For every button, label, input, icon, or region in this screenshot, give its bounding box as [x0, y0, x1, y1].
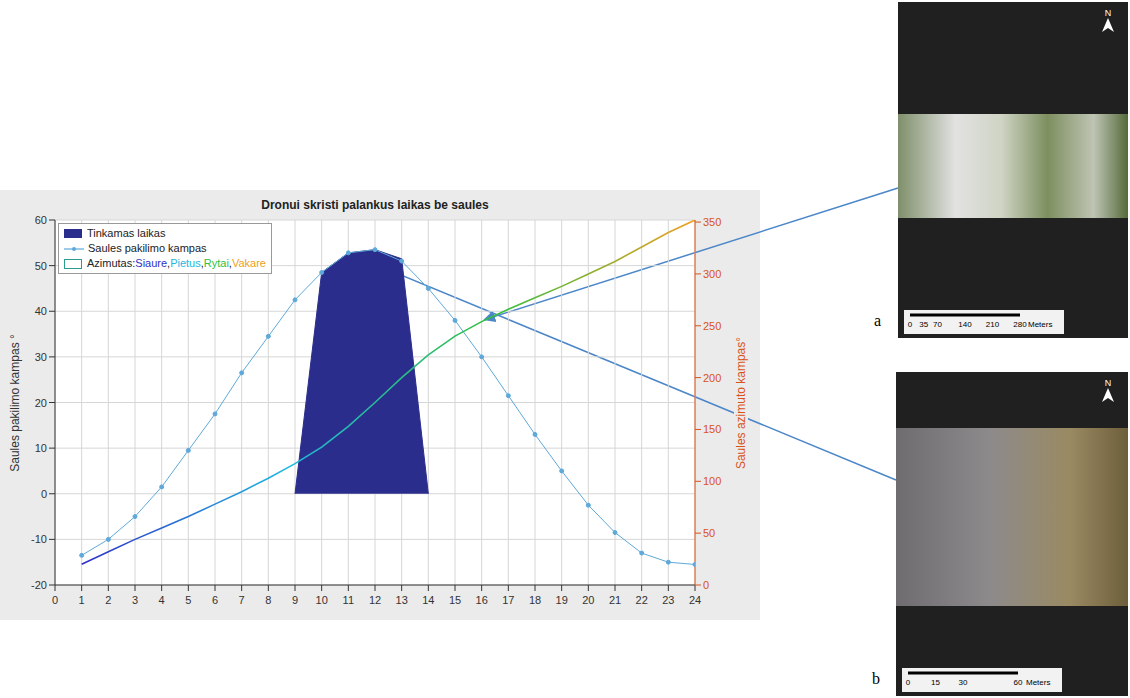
svg-text:9: 9 — [292, 594, 298, 606]
svg-text:17: 17 — [502, 594, 514, 606]
svg-text:35: 35 — [919, 320, 928, 329]
svg-text:4: 4 — [159, 594, 165, 606]
svg-text:5: 5 — [185, 594, 191, 606]
svg-text:70: 70 — [933, 320, 942, 329]
svg-text:0: 0 — [41, 488, 47, 500]
svg-text:6: 6 — [212, 594, 218, 606]
html-text:b: b — [872, 670, 880, 687]
svg-text:8: 8 — [265, 594, 271, 606]
html-text:Dronui skristi palankus laikas: Dronui skristi palankus laikas be saules — [261, 198, 489, 212]
svg-text:19: 19 — [556, 594, 568, 606]
svg-text:0: 0 — [908, 320, 913, 329]
svg-text:11: 11 — [343, 594, 354, 606]
html-text:Tinkamas laikas: Tinkamas laikas — [87, 227, 166, 239]
svg-text:-20: -20 — [31, 579, 47, 591]
svg-text:50: 50 — [703, 527, 715, 539]
svg-text:3: 3 — [132, 594, 138, 606]
svg-text:20: 20 — [582, 594, 594, 606]
svg-text:0: 0 — [703, 579, 709, 591]
svg-text:2: 2 — [105, 594, 111, 606]
svg-text:350: 350 — [703, 216, 721, 228]
svg-text:16: 16 — [476, 594, 488, 606]
svg-text:Meters: Meters — [1028, 320, 1052, 329]
svg-text:60: 60 — [35, 214, 47, 226]
svg-text:7: 7 — [239, 594, 245, 606]
svg-text:20: 20 — [35, 397, 47, 409]
svg-text:Meters: Meters — [1026, 678, 1050, 687]
svg-text:280: 280 — [1013, 320, 1027, 329]
svg-text:210: 210 — [986, 320, 1000, 329]
svg-text:140: 140 — [958, 320, 972, 329]
html-text:Saules azimuto kampas°: Saules azimuto kampas° — [734, 336, 748, 469]
svg-text:30: 30 — [35, 351, 47, 363]
html-text:N: N — [1104, 378, 1112, 388]
svg-text:150: 150 — [703, 423, 721, 435]
svg-text:60: 60 — [1014, 678, 1023, 687]
html-text:Azimutas: Siaure, Pietus, Ryta: Azimutas: Siaure, Pietus, Rytai, Vakare — [87, 257, 266, 269]
svg-text:12: 12 — [369, 594, 381, 606]
svg-text:300: 300 — [703, 268, 721, 280]
html-text:Saules pakilimo kampas: Saules pakilimo kampas — [88, 242, 207, 254]
svg-text:10: 10 — [316, 594, 328, 606]
svg-text:30: 30 — [959, 678, 968, 687]
html-text:a: a — [874, 312, 882, 329]
svg-text:10: 10 — [35, 442, 47, 454]
html-text:Saules pakilimo kampas °: Saules pakilimo kampas ° — [8, 333, 22, 472]
svg-text:22: 22 — [636, 594, 648, 606]
svg-text:40: 40 — [35, 305, 47, 317]
svg-text:-10: -10 — [31, 533, 47, 545]
svg-text:21: 21 — [609, 594, 621, 606]
svg-text:15: 15 — [931, 678, 940, 687]
svg-text:250: 250 — [703, 320, 721, 332]
svg-text:200: 200 — [703, 372, 721, 384]
svg-text:13: 13 — [396, 594, 408, 606]
svg-text:15: 15 — [449, 594, 461, 606]
svg-text:18: 18 — [529, 594, 541, 606]
svg-text:50: 50 — [35, 260, 47, 272]
svg-text:0: 0 — [52, 594, 58, 606]
svg-text:14: 14 — [422, 594, 434, 606]
html-text:N: N — [1104, 8, 1112, 18]
svg-text:24: 24 — [689, 594, 701, 606]
svg-text:0: 0 — [906, 678, 911, 687]
svg-text:100: 100 — [703, 475, 721, 487]
svg-text:23: 23 — [662, 594, 674, 606]
svg-text:1: 1 — [79, 594, 85, 606]
